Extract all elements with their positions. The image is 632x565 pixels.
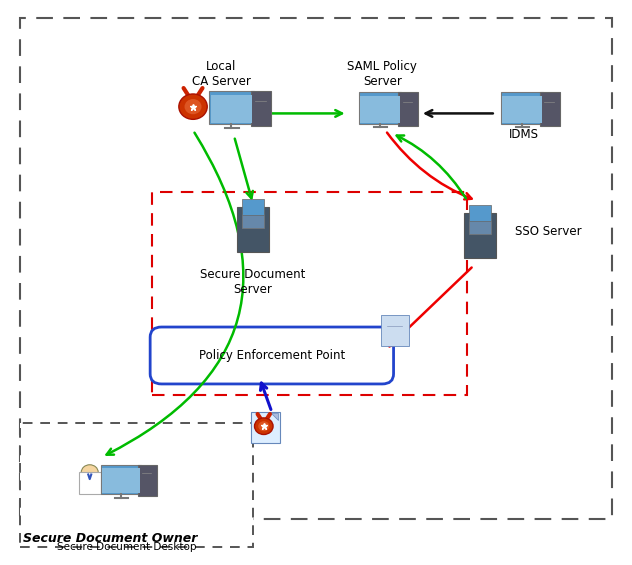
Circle shape <box>255 418 273 434</box>
FancyBboxPatch shape <box>463 212 496 258</box>
FancyBboxPatch shape <box>360 95 399 123</box>
Bar <box>152 192 467 396</box>
Circle shape <box>258 421 269 431</box>
Text: Secure Document Owner: Secure Document Owner <box>23 532 197 545</box>
FancyBboxPatch shape <box>359 93 401 124</box>
Text: SAML Policy
Server: SAML Policy Server <box>347 60 417 88</box>
FancyBboxPatch shape <box>468 205 491 220</box>
FancyBboxPatch shape <box>398 93 418 126</box>
Text: Policy Enforcement Point: Policy Enforcement Point <box>198 349 345 362</box>
FancyBboxPatch shape <box>252 411 280 444</box>
FancyBboxPatch shape <box>242 214 264 228</box>
FancyBboxPatch shape <box>79 472 100 493</box>
FancyBboxPatch shape <box>150 327 394 384</box>
Circle shape <box>185 99 202 114</box>
Bar <box>20 18 612 519</box>
Bar <box>20 423 253 547</box>
FancyBboxPatch shape <box>236 207 269 252</box>
Circle shape <box>179 94 207 119</box>
FancyBboxPatch shape <box>251 92 271 127</box>
Text: IDMS: IDMS <box>509 128 539 141</box>
Polygon shape <box>271 413 278 420</box>
Text: Secure Document Desktop: Secure Document Desktop <box>57 542 197 552</box>
FancyBboxPatch shape <box>210 95 252 123</box>
FancyBboxPatch shape <box>540 93 559 126</box>
FancyBboxPatch shape <box>469 219 491 234</box>
FancyBboxPatch shape <box>102 468 140 493</box>
FancyBboxPatch shape <box>138 464 157 496</box>
Text: SSO Server: SSO Server <box>514 225 581 238</box>
Text: Secure Document
Server: Secure Document Server <box>200 268 306 297</box>
FancyBboxPatch shape <box>209 92 253 124</box>
FancyBboxPatch shape <box>501 93 543 124</box>
FancyBboxPatch shape <box>381 315 409 346</box>
Circle shape <box>82 465 98 480</box>
FancyBboxPatch shape <box>241 199 264 215</box>
Text: Local
CA Server: Local CA Server <box>192 60 251 88</box>
FancyBboxPatch shape <box>100 464 141 494</box>
FancyBboxPatch shape <box>502 95 542 123</box>
